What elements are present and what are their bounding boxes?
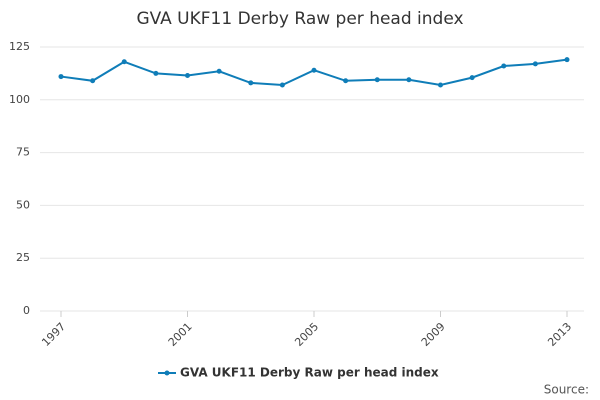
y-tick-label: 0 — [23, 304, 30, 317]
point — [501, 63, 507, 69]
point — [279, 82, 285, 88]
y-tick-label: 25 — [16, 251, 30, 264]
point — [469, 75, 475, 81]
point — [406, 77, 412, 83]
point — [90, 78, 96, 84]
x-tick-label: 2001 — [166, 320, 195, 349]
legend-marker — [164, 370, 170, 376]
y-tick-label: 125 — [9, 40, 30, 53]
point — [58, 74, 64, 80]
point — [216, 68, 222, 74]
point — [564, 57, 570, 63]
y-tick-label: 50 — [16, 198, 30, 211]
point — [532, 61, 538, 67]
legend-label: GVA UKF11 Derby Raw per head index — [180, 366, 439, 380]
point — [153, 70, 159, 76]
point — [343, 78, 349, 84]
point — [311, 67, 317, 73]
source: Source: — [544, 383, 589, 397]
x-tick-label: 2009 — [419, 320, 448, 349]
x-tick-label: 2005 — [292, 320, 321, 349]
point — [185, 73, 190, 79]
point — [248, 80, 254, 86]
point — [438, 82, 443, 88]
y-tick-label: 100 — [9, 93, 30, 106]
x-tick-label: 1997 — [39, 320, 68, 349]
x-tick-label: 2013 — [545, 320, 574, 349]
chart-title: GVA UKF11 Derby Raw per head index — [136, 9, 463, 29]
point — [374, 77, 380, 83]
y-tick-label: 75 — [16, 146, 30, 159]
point — [121, 59, 127, 65]
